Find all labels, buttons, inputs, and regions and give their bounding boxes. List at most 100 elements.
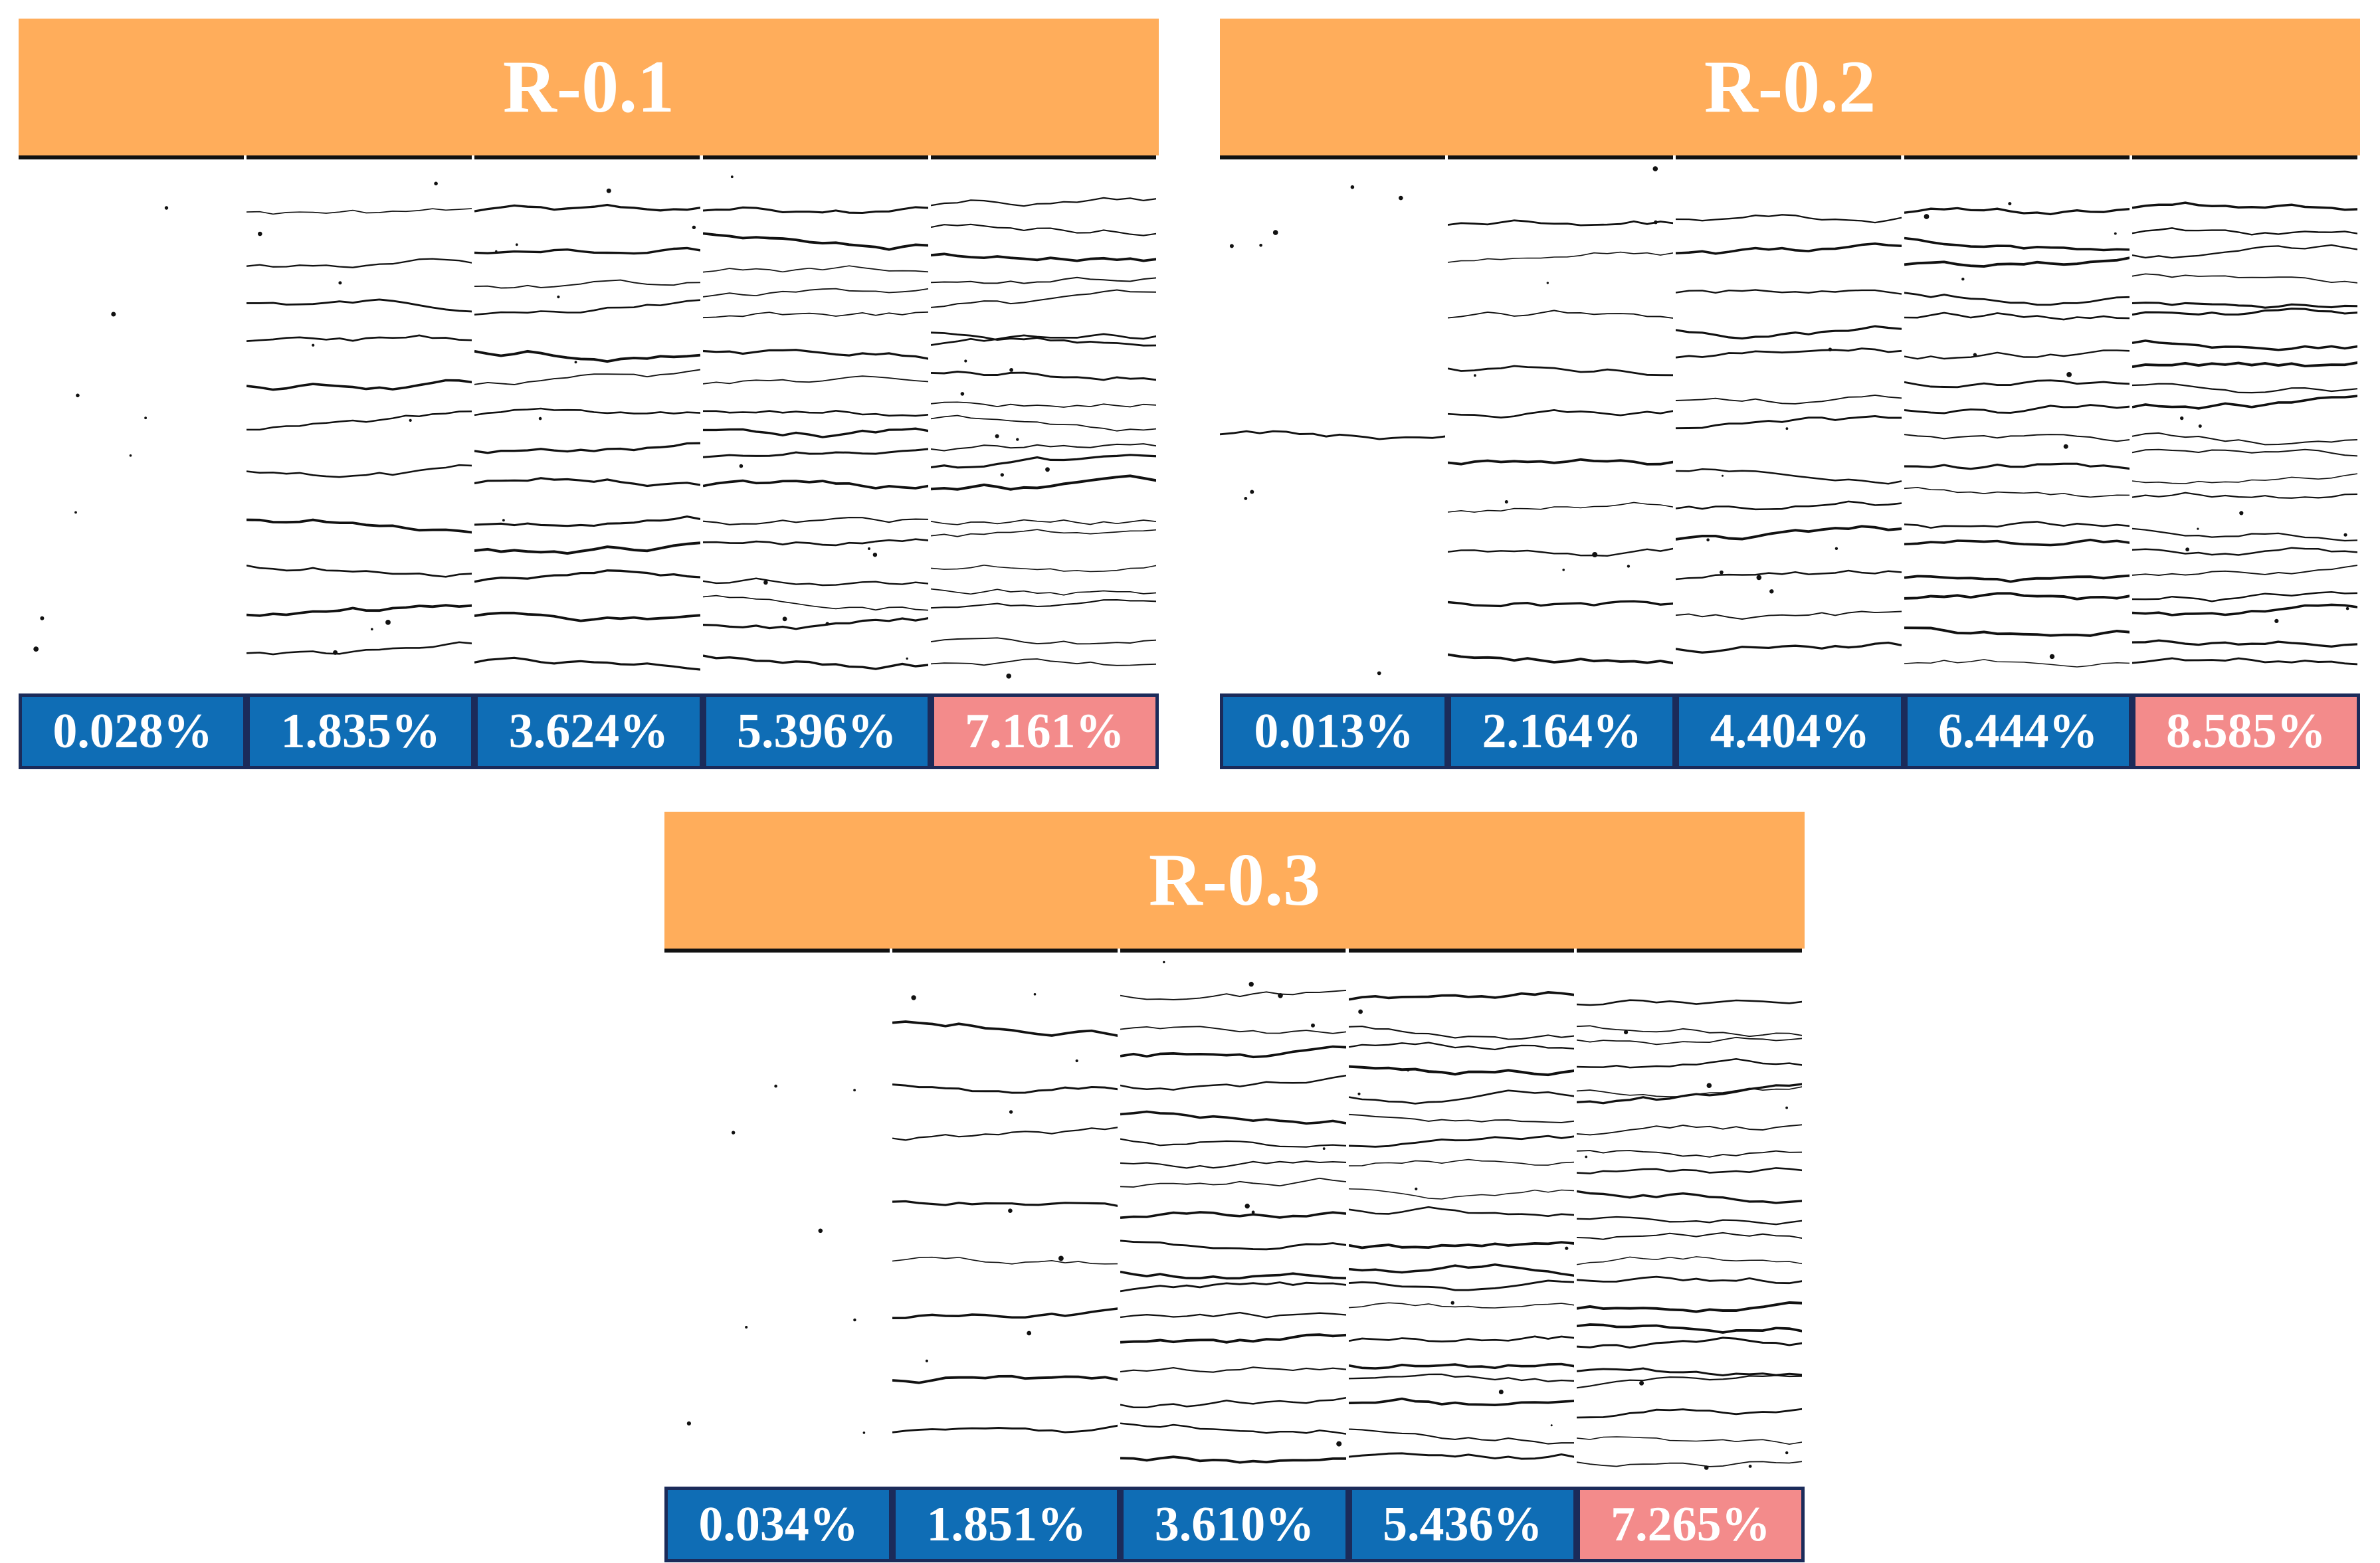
pore-dot	[1623, 1030, 1628, 1035]
pore-dot	[1498, 1390, 1504, 1394]
crack-line	[1904, 538, 2130, 547]
pore-dot	[1450, 1301, 1454, 1305]
crack-line	[1348, 1188, 1574, 1200]
pore-dot	[111, 312, 116, 317]
crack-line	[1676, 242, 1902, 255]
pore-dot	[692, 225, 696, 229]
crack-line	[474, 279, 700, 289]
pore-dot	[1399, 195, 1403, 201]
crack-line	[474, 656, 700, 671]
crack-line	[702, 448, 928, 458]
pore-dot	[1785, 1106, 1788, 1109]
crack-pattern	[1348, 949, 1574, 1460]
pore-dot	[2179, 416, 2184, 420]
crack-line	[1676, 610, 1902, 620]
crack-line	[1576, 1336, 1802, 1349]
crack-line	[930, 454, 1156, 469]
pore-dot	[686, 1421, 691, 1425]
crack-pattern	[930, 155, 1156, 679]
crack-line	[247, 258, 472, 268]
crack-line	[1904, 207, 2130, 216]
pore-dot	[129, 454, 132, 457]
crack-line	[2132, 302, 2357, 309]
crack-line	[892, 1307, 1118, 1320]
crack-line	[247, 604, 472, 617]
crack-line	[1348, 1362, 1574, 1370]
crack-line	[930, 443, 1156, 452]
pore-dot	[1323, 1147, 1326, 1150]
crack-line	[1676, 289, 1902, 295]
crack-line	[1576, 1408, 1802, 1419]
crack-line	[1448, 547, 1674, 557]
strain-label: 5.396%	[702, 693, 931, 769]
crack-line	[1120, 1366, 1346, 1373]
crack-line	[1576, 1150, 1802, 1158]
crack-line	[1676, 415, 1902, 430]
crack-line	[1904, 487, 2130, 498]
pore-dot	[1706, 1083, 1712, 1088]
pore-dot	[1244, 497, 1248, 500]
pore-dot	[1008, 1208, 1013, 1213]
pore-dot	[1000, 473, 1004, 477]
panel-r02: R-0.2 0.013% 2.164% 4.404% 6.444% 8.585%	[1220, 19, 2361, 769]
specimen-top-edge	[664, 949, 890, 953]
crack-line	[1448, 502, 1674, 513]
pore-dot	[1377, 671, 1381, 676]
pore-dot	[1406, 1068, 1410, 1072]
specimen-top-edge	[930, 155, 1156, 159]
pore-dot	[1592, 552, 1598, 557]
crack-line	[702, 288, 928, 298]
crack-line	[1676, 569, 1902, 581]
specimen-top-edge	[19, 155, 245, 159]
crack-line	[1448, 409, 1674, 418]
crack-line	[930, 529, 1156, 537]
pore-dot	[312, 343, 315, 347]
pore-dot	[1627, 565, 1631, 568]
specimen-top-edge	[1220, 155, 1446, 159]
crack-line	[1576, 1025, 1802, 1038]
crack-line	[1676, 525, 1902, 541]
crack-line	[1348, 1302, 1574, 1309]
crack-line	[474, 569, 700, 583]
crack-line	[1676, 214, 1902, 224]
specimen-top-edge	[247, 155, 472, 159]
crack-line	[930, 223, 1156, 236]
specimen-image	[664, 949, 890, 1487]
pore-dot	[607, 188, 612, 193]
pore-dot	[818, 1228, 823, 1234]
crack-line	[1576, 1374, 1802, 1389]
crack-line	[1120, 1138, 1346, 1148]
pore-dot	[557, 295, 560, 299]
pore-dot	[730, 175, 734, 179]
specimen-top-edge	[2132, 155, 2357, 159]
pore-dot	[74, 511, 77, 514]
pore-dot	[963, 359, 967, 363]
specimen-image	[474, 155, 700, 693]
pore-dot	[1546, 282, 1549, 284]
pore-dot	[1562, 569, 1565, 571]
pore-dot	[1756, 575, 1762, 581]
pore-dot	[782, 616, 787, 622]
pore-dot	[2345, 606, 2349, 610]
specimen-images	[664, 949, 1805, 1487]
crack-line	[1904, 462, 2130, 470]
crack-line	[1676, 347, 1902, 359]
pore-dot	[732, 1131, 736, 1135]
pore-dot	[2114, 232, 2117, 235]
crack-line	[1904, 236, 2130, 252]
crack-line	[1348, 1335, 1574, 1342]
crack-line	[2132, 639, 2357, 648]
crack-line	[1576, 1083, 1802, 1105]
crack-line	[702, 617, 928, 630]
crack-line	[1676, 500, 1902, 511]
crack-line	[702, 265, 928, 273]
crack-line	[1348, 1452, 1574, 1460]
crack-line	[702, 206, 928, 215]
crack-line	[2132, 201, 2357, 211]
pore-dot	[495, 250, 498, 252]
pore-dot	[1009, 1110, 1013, 1114]
crack-line	[1576, 1232, 1802, 1240]
pore-dot	[1336, 1441, 1342, 1447]
crack-line	[2132, 565, 2357, 577]
crack-line	[1904, 256, 2130, 268]
